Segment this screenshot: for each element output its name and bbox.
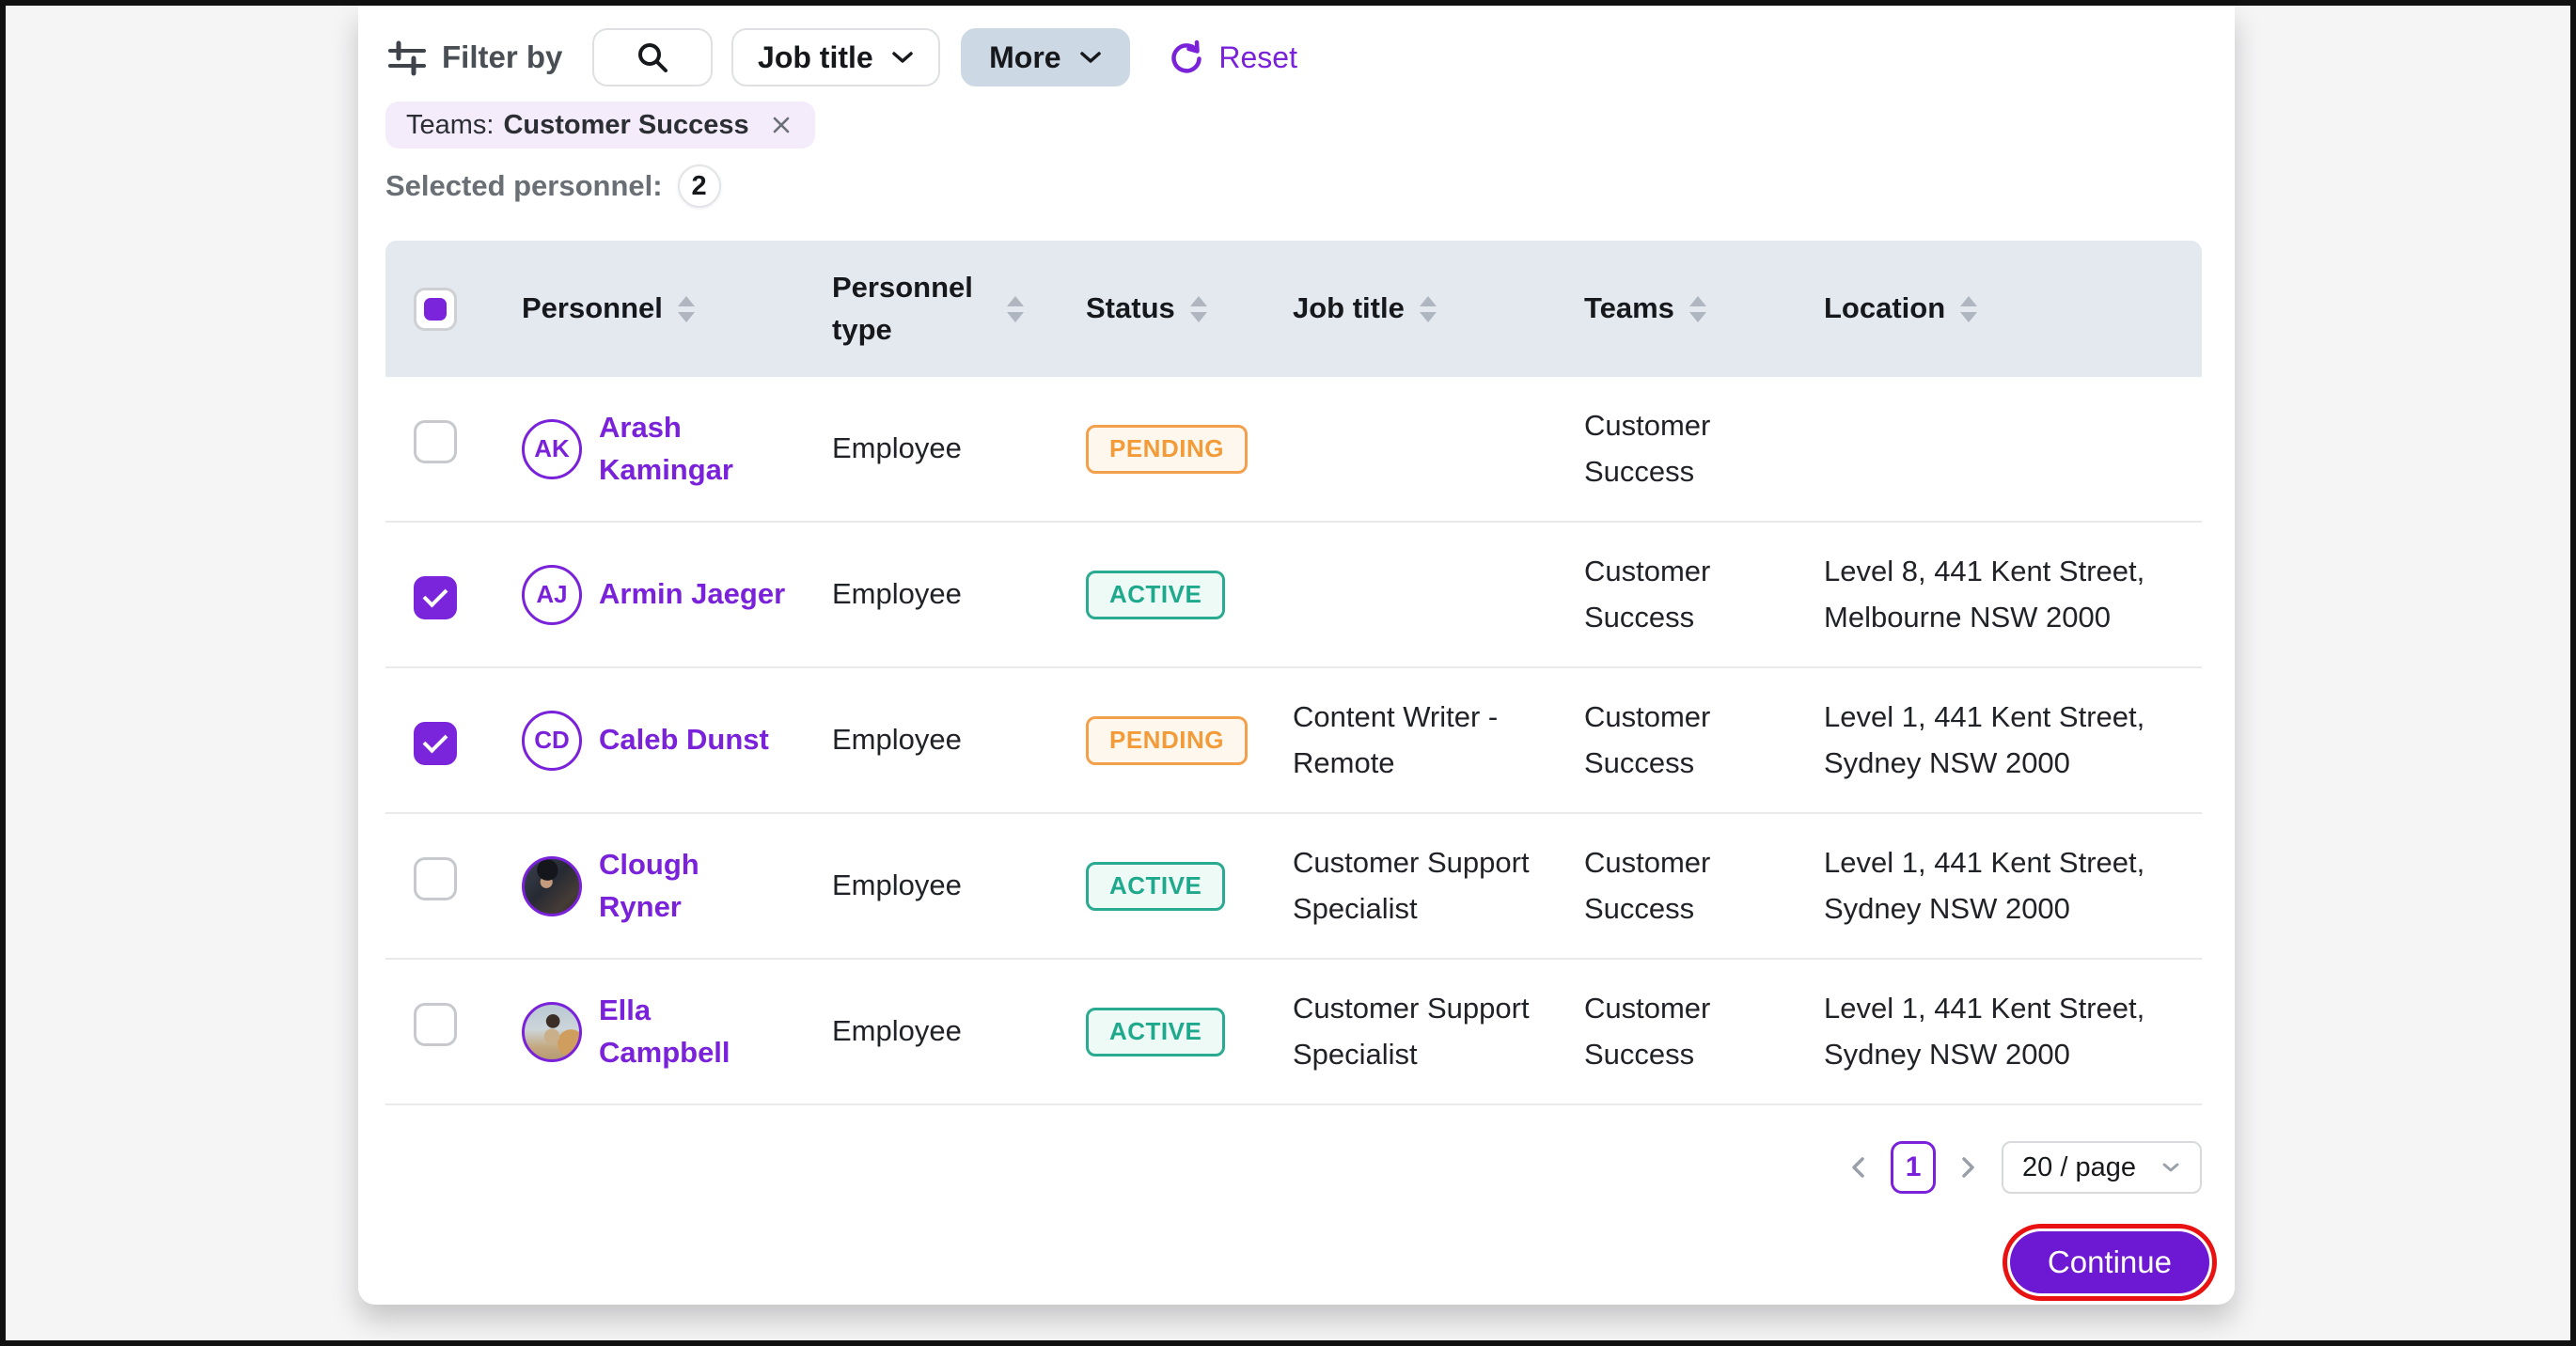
selected-personnel-label: Selected personnel: [385,169,663,202]
avatar[interactable]: CD [522,710,582,771]
avatar-photo[interactable] [522,855,582,916]
avatar[interactable]: AJ [522,564,582,625]
table-row: CD Caleb Dunst Employee PENDING Content … [385,668,2202,814]
search-button[interactable] [592,28,714,86]
teams-cell: Customer Success [1584,992,1711,1071]
personnel-type-cell: Employee [832,723,962,757]
header-personnel-type: Personnel type [804,267,1058,352]
sort-arrows-icon[interactable] [1960,296,1977,322]
location-cell: Level 1, 441 Kent Street, Sydney NSW 200… [1824,700,2145,779]
teams-cell: Customer Success [1584,700,1711,779]
header-status: Status [1058,288,1264,330]
personnel-name-link[interactable]: Caleb Dunst [599,723,769,757]
personnel-name-link[interactable]: Clough Ryner [599,847,699,923]
header-location: Location [1796,288,2202,330]
filter-sliders-icon [385,36,429,79]
footer-actions: Continue [385,1224,2218,1301]
personnel-type-cell: Employee [832,1014,962,1048]
status-badge: ACTIVE [1086,570,1226,619]
table-row: Ella Campbell Employee ACTIVE Customer S… [385,960,2202,1105]
select-all-checkbox[interactable] [414,287,457,331]
page-size-select[interactable]: 20 / page [2002,1141,2202,1194]
job-title-cell: Content Writer - Remote [1293,700,1499,779]
header-job-title: Job title [1264,288,1556,330]
sort-arrows-icon[interactable] [1190,296,1207,322]
job-title-cell: Customer Support Specialist [1293,846,1530,925]
page-number-button[interactable]: 1 [1891,1141,1937,1194]
page-size-value: 20 / page [2022,1151,2136,1182]
row-checkbox[interactable] [414,1003,457,1047]
personnel-table: Personnel Personnel type Status Job titl… [385,241,2202,1105]
selected-count-badge: 2 [677,164,721,208]
personnel-type-cell: Employee [832,577,962,611]
pagination: 1 20 / page [385,1141,2202,1194]
filter-bar: Filter by Job title More [385,28,2202,86]
sort-arrows-icon[interactable] [1007,296,1024,322]
reset-filters-button[interactable]: Reset [1168,39,1297,76]
chevron-down-icon [1078,49,1103,66]
teams-cell: Customer Success [1584,555,1711,634]
personnel-name-link[interactable]: Armin Jaeger [599,577,786,611]
personnel-name-link[interactable]: Ella Campbell [599,993,730,1069]
job-title-filter-label: Job title [758,39,873,74]
location-cell: Level 1, 441 Kent Street, Sydney NSW 200… [1824,992,2145,1071]
table-header-row: Personnel Personnel type Status Job titl… [385,241,2202,377]
selected-personnel-row: Selected personnel: 2 [385,164,2202,209]
remove-filter-close-icon[interactable] [768,112,794,138]
row-checkbox[interactable] [414,420,457,464]
status-badge: PENDING [1086,715,1248,765]
more-filters-button[interactable]: More [961,28,1131,86]
active-filters-row: Teams: Customer Success [385,102,2202,149]
row-checkbox[interactable] [414,576,457,619]
sort-arrows-icon[interactable] [1420,296,1437,322]
personnel-type-cell: Employee [832,431,962,465]
status-badge: ACTIVE [1086,1007,1226,1056]
filter-tag-value: Customer Success [503,109,749,140]
teams-cell: Customer Success [1584,846,1711,925]
more-filters-label: More [989,39,1061,74]
personnel-selection-panel: Filter by Job title More [358,6,2235,1305]
header-personnel: Personnel [494,288,804,330]
avatar-photo[interactable] [522,1001,582,1062]
personnel-name-link[interactable]: Arash Kamingar [599,410,733,486]
next-page-button[interactable] [1956,1151,1981,1183]
row-checkbox[interactable] [414,722,457,765]
select-all-cell [385,287,494,331]
table-row: AK Arash Kamingar Employee PENDING Custo… [385,377,2202,523]
refresh-icon [1168,39,1205,76]
prev-page-button[interactable] [1846,1151,1870,1183]
chevron-down-icon [2160,1161,2181,1174]
status-badge: ACTIVE [1086,861,1226,911]
sort-arrows-icon[interactable] [678,296,695,322]
status-badge: PENDING [1086,424,1248,474]
continue-button[interactable]: Continue [2002,1224,2218,1301]
header-teams: Teams [1556,288,1796,330]
reset-label: Reset [1218,39,1297,74]
table-row: AJ Armin Jaeger Employee ACTIVE Customer… [385,523,2202,668]
teams-cell: Customer Success [1584,409,1711,488]
location-cell: Level 1, 441 Kent Street, Sydney NSW 200… [1824,846,2145,925]
magnifier-icon [634,39,671,76]
row-checkbox[interactable] [414,857,457,901]
filter-by-label: Filter by [442,39,563,74]
personnel-type-cell: Employee [832,869,962,902]
job-title-cell: Customer Support Specialist [1293,992,1530,1071]
location-cell: Level 8, 441 Kent Street, Melbourne NSW … [1824,555,2145,634]
filter-tag-prefix: Teams: [406,109,495,140]
avatar[interactable]: AK [522,418,582,479]
table-row: Clough Ryner Employee ACTIVE Customer Su… [385,814,2202,960]
sort-arrows-icon[interactable] [1689,296,1706,322]
chevron-down-icon [890,49,915,66]
job-title-filter-button[interactable]: Job title [731,28,941,86]
active-filter-tag[interactable]: Teams: Customer Success [385,102,815,149]
